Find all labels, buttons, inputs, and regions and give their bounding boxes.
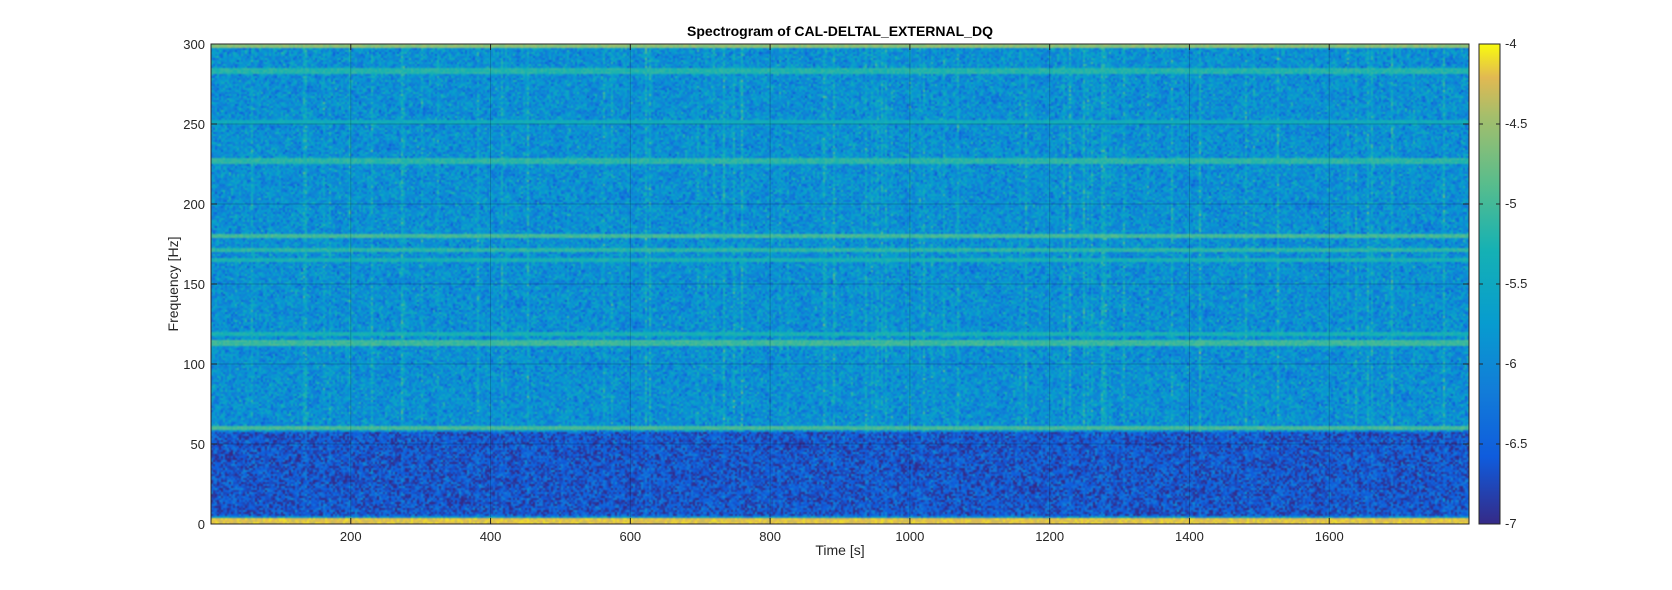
y-tick-label: 150 bbox=[183, 277, 205, 292]
y-tick-label: 50 bbox=[191, 437, 205, 452]
colorbar-tick-label: -4 bbox=[1505, 36, 1517, 51]
x-tick-label: 800 bbox=[759, 529, 781, 544]
x-axis-ticks: 200 400 600 800 1000 1200 1400 1600 bbox=[340, 44, 1344, 544]
x-axis-label: Time [s] bbox=[815, 542, 864, 558]
y-axis-ticks: 0 50 100 150 200 250 300 bbox=[183, 37, 1469, 532]
x-tick-label: 1200 bbox=[1035, 529, 1064, 544]
x-tick-label: 400 bbox=[480, 529, 502, 544]
x-tick-label: 1000 bbox=[895, 529, 924, 544]
x-tick-label: 200 bbox=[340, 529, 362, 544]
y-tick-label: 250 bbox=[183, 117, 205, 132]
colorbar-tick-label: -6.5 bbox=[1505, 436, 1527, 451]
y-tick-label: 0 bbox=[198, 517, 205, 532]
colorbar-tick-label: -7 bbox=[1505, 516, 1517, 531]
chart-title: Spectrogram of CAL-DELTAL_EXTERNAL_DQ bbox=[687, 23, 993, 39]
y-axis-label: Frequency [Hz] bbox=[165, 237, 181, 332]
colorbar-tick-label: -5.5 bbox=[1505, 276, 1527, 291]
colorbar-tick-label: -5 bbox=[1505, 196, 1517, 211]
x-tick-label: 1600 bbox=[1315, 529, 1344, 544]
colorbar-ticks: -7 -6.5 -6 -5.5 -5 -4.5 -4 bbox=[1479, 36, 1527, 531]
y-tick-label: 200 bbox=[183, 197, 205, 212]
spectrogram-image bbox=[211, 44, 1469, 524]
x-tick-label: 1400 bbox=[1175, 529, 1204, 544]
colorbar-tick-label: -6 bbox=[1505, 356, 1517, 371]
y-tick-label: 300 bbox=[183, 37, 205, 52]
colorbar-tick-label: -4.5 bbox=[1505, 116, 1527, 131]
y-tick-label: 100 bbox=[183, 357, 205, 372]
x-tick-label: 600 bbox=[619, 529, 641, 544]
